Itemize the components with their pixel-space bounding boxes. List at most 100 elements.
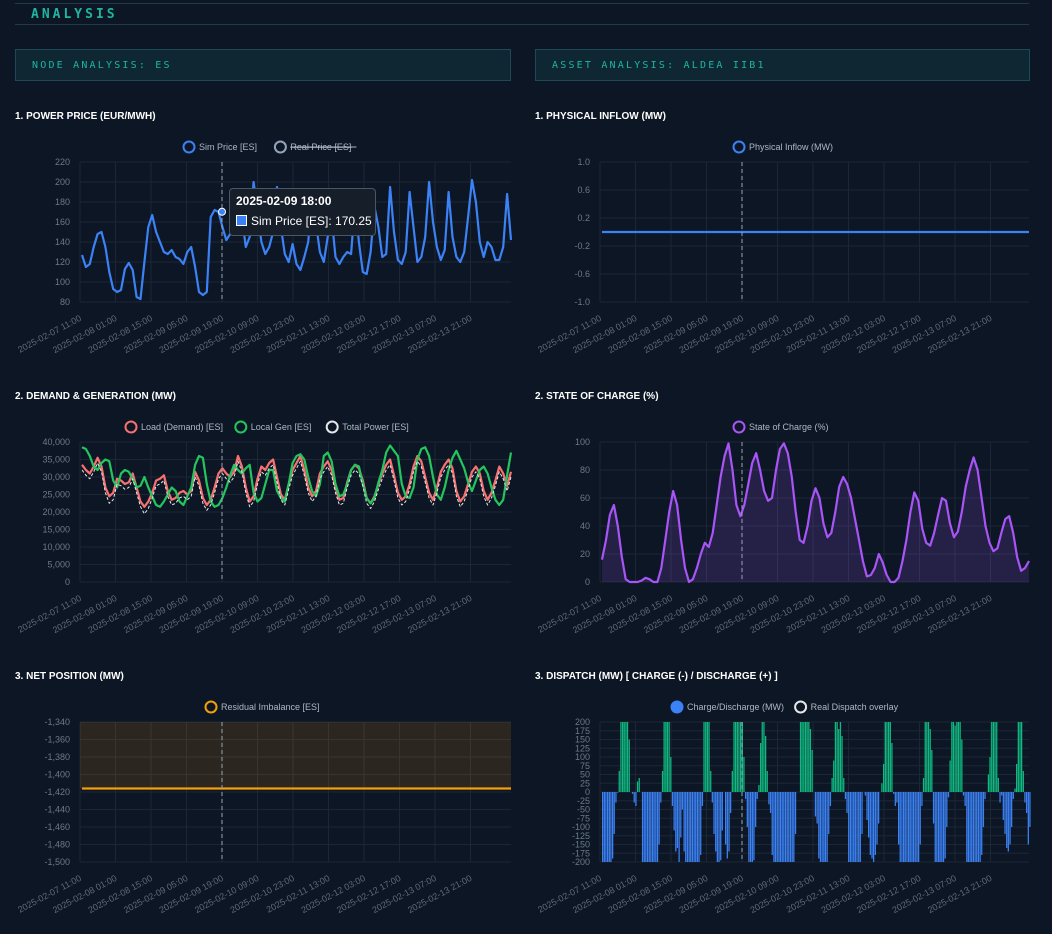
- chart-title-inflow: 1. PHYSICAL INFLOW (MW): [535, 111, 666, 122]
- y-tick-label: -1,440: [44, 805, 70, 815]
- dispatch-bar: [648, 792, 650, 862]
- chart-title-net: 3. NET POSITION (MW): [15, 671, 124, 682]
- dispatch-bar: [788, 792, 790, 862]
- dispatch-bar: [778, 792, 780, 862]
- dispatch-bar: [665, 722, 667, 792]
- y-tick-label: 75: [580, 761, 590, 771]
- y-tick-label: -175: [572, 848, 590, 858]
- dispatch-bar: [856, 792, 858, 862]
- dispatch-bar: [952, 722, 955, 792]
- y-tick-label: 100: [575, 437, 590, 447]
- dispatch-bar: [750, 792, 752, 862]
- dispatch-bar: [971, 792, 973, 862]
- dispatch-bar: [1024, 792, 1026, 803]
- legend-marker: [670, 700, 684, 714]
- dispatch-bar: [690, 792, 692, 862]
- legend-marker: [273, 140, 287, 154]
- dispatch-bar: [1012, 792, 1014, 799]
- dispatch-bar: [959, 722, 961, 792]
- y-tick-label: 35,000: [42, 455, 70, 465]
- y-tick-label: -0.2: [574, 241, 590, 251]
- hover-tooltip: 2025-02-09 18:00 Sim Price [ES]: 170.25: [229, 188, 376, 236]
- dispatch-bar: [841, 736, 843, 792]
- dispatch-bar: [715, 792, 717, 852]
- dispatch-bar: [997, 778, 999, 792]
- dispatch-bar: [994, 722, 996, 792]
- dispatch-bar: [668, 722, 670, 792]
- dispatch-bar: [883, 764, 885, 792]
- dispatch-bar: [1006, 792, 1008, 848]
- dispatch-bar: [908, 792, 910, 862]
- dispatch-bar: [751, 792, 753, 862]
- dispatch-bar: [811, 750, 813, 792]
- dispatch-bar: [926, 722, 928, 792]
- dispatch-bar: [700, 792, 702, 855]
- dispatch-bar: [708, 722, 710, 792]
- dispatch-bar: [854, 792, 856, 862]
- dispatch-bar: [874, 792, 876, 855]
- dispatch-bar: [696, 792, 699, 862]
- dispatch-bar: [773, 792, 775, 862]
- legend-marker: [325, 420, 339, 434]
- dispatch-bar: [844, 792, 847, 799]
- dispatch-bar: [876, 792, 878, 845]
- dispatch-bar: [620, 722, 622, 792]
- dispatch-bar: [698, 792, 700, 862]
- dispatch-bar: [851, 792, 853, 862]
- dispatch-bar: [1009, 792, 1011, 845]
- dispatch-bar: [783, 792, 785, 862]
- dispatch-bar: [828, 792, 830, 834]
- legend-label: Load (Demand) [ES]: [141, 422, 223, 432]
- legend-label: Physical Inflow (MW): [749, 142, 833, 152]
- y-tick-label: -1.0: [574, 297, 590, 307]
- dispatch-bar: [716, 792, 718, 862]
- dispatch-bar: [1011, 792, 1013, 827]
- node-analysis-header: NODE ANALYSIS: ES: [15, 49, 511, 81]
- page-title: ANALYSIS: [31, 7, 118, 22]
- dispatch-bar: [979, 792, 981, 862]
- dispatch-bar: [911, 792, 913, 862]
- dispatch-bar: [733, 722, 735, 792]
- dispatch-bar: [774, 792, 777, 862]
- dispatch-bar: [765, 736, 767, 792]
- legend-label: Local Gen [ES]: [251, 422, 312, 432]
- legend-marker: [124, 420, 138, 434]
- dispatch-bar: [982, 792, 985, 827]
- dispatch-bar: [735, 722, 737, 792]
- dispatch-bar: [743, 757, 745, 792]
- dispatch-bar: [916, 792, 918, 862]
- dispatch-bar: [670, 757, 672, 792]
- dispatch-bar: [753, 792, 755, 861]
- dispatch-bar: [638, 778, 640, 792]
- dispatch-bar: [899, 792, 901, 862]
- dispatch-bar: [673, 792, 675, 831]
- dispatch-bar: [615, 792, 617, 803]
- legend-marker: [732, 140, 746, 154]
- dispatch-bar: [893, 792, 895, 794]
- dispatch-bar: [821, 792, 823, 862]
- dispatch-bar: [706, 722, 709, 792]
- y-tick-label: 100: [575, 752, 590, 762]
- dispatch-bar: [947, 792, 950, 798]
- dispatch-bar: [781, 792, 783, 862]
- dispatch-bar: [686, 792, 689, 862]
- dispatch-bar: [957, 722, 960, 792]
- dispatch-bar: [656, 792, 659, 862]
- dispatch-bar: [987, 774, 990, 792]
- y-tick-label: -1,480: [44, 840, 70, 850]
- dispatch-bar: [1016, 764, 1018, 792]
- y-tick-label: -200: [572, 857, 590, 867]
- y-tick-label: 175: [575, 726, 590, 736]
- y-tick-label: 50: [580, 770, 590, 780]
- dispatch-bar: [836, 722, 838, 792]
- dispatch-bar: [602, 792, 604, 862]
- dispatch-bar: [1029, 792, 1031, 827]
- node-analysis-label: NODE ANALYSIS: ES: [32, 60, 172, 71]
- y-tick-label: -1,460: [44, 822, 70, 832]
